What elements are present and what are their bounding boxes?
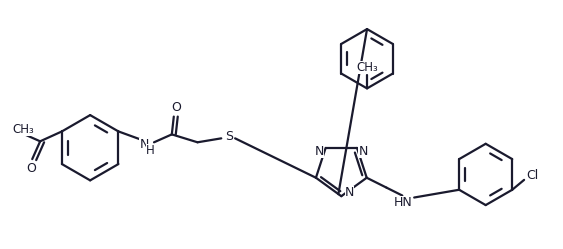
Text: N: N	[140, 138, 149, 151]
Text: N: N	[345, 186, 354, 199]
Text: O: O	[26, 163, 36, 176]
Text: N: N	[315, 145, 324, 158]
Text: N: N	[358, 145, 368, 158]
Text: Cl: Cl	[526, 169, 538, 183]
Text: S: S	[225, 130, 233, 143]
Text: H: H	[146, 144, 154, 157]
Text: O: O	[171, 101, 181, 114]
Text: CH₃: CH₃	[12, 123, 34, 136]
Text: HN: HN	[394, 196, 413, 209]
Text: CH₃: CH₃	[356, 61, 378, 74]
